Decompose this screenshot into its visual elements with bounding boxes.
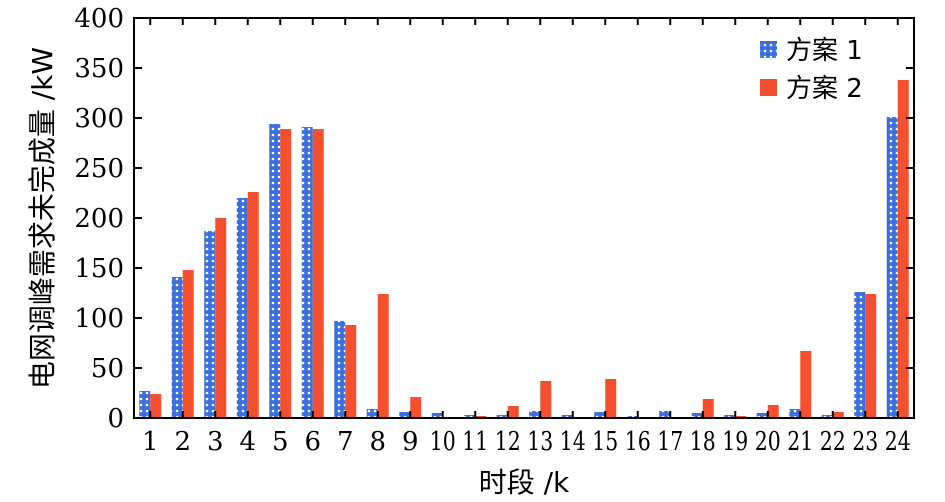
bar-series2-period-22 (832, 412, 844, 418)
bar-series2-period-6 (312, 129, 324, 418)
bar-series2-period-13 (540, 381, 552, 418)
bar-series1-period-13 (529, 411, 541, 418)
x-axis-title: 时段 /k (479, 466, 570, 499)
bar-series2-period-24 (897, 80, 909, 418)
bar-series2-period-9 (410, 397, 422, 418)
bar-series2-period-21 (800, 351, 812, 418)
legend: 方案 1 方案 2 (760, 36, 863, 104)
bar-series2-period-20 (767, 405, 779, 418)
x-tick-label: 1 (142, 427, 159, 457)
y-tick-label: 400 (74, 4, 124, 34)
bar-series1-period-4 (236, 198, 248, 418)
bar-series1-period-3 (204, 231, 216, 418)
y-tick-label: 50 (91, 354, 124, 384)
legend-label-series1: 方案 1 (786, 36, 863, 66)
bar-series1-period-12 (496, 415, 508, 418)
bar-series1-period-23 (854, 292, 866, 418)
bar-series1-period-11 (464, 415, 476, 418)
y-tick-label: 350 (74, 54, 124, 84)
x-tick-label: 8 (369, 427, 386, 457)
x-tick-label: 10 (430, 427, 456, 457)
bar-series2-period-7 (345, 325, 357, 418)
x-tick-label: 4 (239, 427, 256, 457)
bar-series1-period-17 (659, 411, 671, 418)
x-tick-label: 13 (527, 427, 553, 457)
bar-series1-period-5 (269, 124, 281, 418)
bar-series2-period-3 (215, 218, 227, 418)
x-tick-label: 15 (592, 427, 618, 457)
bar-series1-period-7 (334, 321, 346, 418)
bar-series1-period-24 (886, 117, 898, 418)
bar-series1-period-14 (561, 415, 573, 418)
x-tick-label: 9 (402, 427, 419, 457)
x-tick-label: 21 (787, 427, 813, 457)
bar-series1-period-10 (431, 413, 443, 418)
x-tick-label: 19 (722, 427, 748, 457)
y-tick-label: 250 (74, 154, 124, 184)
x-tick-label: 2 (174, 427, 191, 457)
bars-layer (139, 80, 909, 418)
x-tick-label: 24 (885, 427, 911, 457)
legend-swatch-series2 (760, 79, 777, 96)
bar-series1-period-2 (171, 277, 183, 418)
legend-swatch-series1 (760, 41, 777, 58)
bar-series1-period-15 (594, 412, 606, 418)
bar-series1-period-9 (399, 412, 411, 418)
x-tick-label: 23 (852, 427, 878, 457)
x-tick-label: 18 (690, 427, 716, 457)
bar-series2-period-8 (377, 294, 389, 418)
x-tick-label: 20 (755, 427, 781, 457)
x-tick-label: 7 (337, 427, 354, 457)
bar-series1-period-22 (821, 415, 833, 418)
bar-series2-period-23 (865, 294, 877, 418)
y-tick-label: 300 (74, 104, 124, 134)
bar-series1-period-20 (756, 413, 768, 418)
bar-series1-period-18 (691, 413, 703, 418)
y-tick-label: 150 (74, 254, 124, 284)
bar-series1-period-6 (301, 127, 313, 418)
bar-series2-period-2 (182, 270, 194, 418)
bar-series2-period-18 (702, 399, 714, 418)
y-tick-label: 100 (74, 304, 124, 334)
x-tick-label: 11 (462, 427, 488, 457)
bar-series2-period-1 (150, 394, 162, 418)
y-tick-label: 200 (74, 204, 124, 234)
legend-label-series2: 方案 2 (786, 74, 863, 104)
bar-series2-period-15 (605, 379, 617, 418)
x-tick-label: 17 (657, 427, 683, 457)
bar-series1-period-1 (139, 391, 151, 418)
x-tick-label: 16 (625, 427, 651, 457)
bar-series2-period-4 (247, 192, 259, 418)
x-tick-label: 12 (495, 427, 521, 457)
y-tick-label: 0 (107, 404, 124, 434)
bar-series1-period-21 (789, 409, 801, 418)
x-tick-label: 6 (304, 427, 321, 457)
bar-series2-period-12 (507, 406, 519, 418)
y-axis-title: 电网调峰需求未完成量 /kW (26, 47, 59, 389)
x-tick-label: 3 (207, 427, 224, 457)
x-tick-label: 5 (272, 427, 289, 457)
bar-series1-period-8 (366, 409, 378, 418)
bar-series2-period-5 (280, 129, 292, 418)
bar-series1-period-19 (724, 415, 736, 418)
x-tick-label: 22 (820, 427, 846, 457)
x-tick-label: 14 (560, 427, 586, 457)
